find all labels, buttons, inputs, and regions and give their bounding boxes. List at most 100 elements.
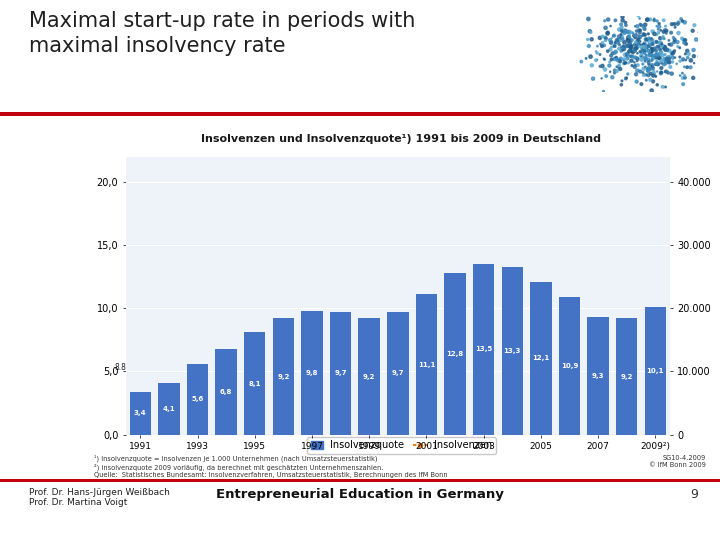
Point [618,43,629,51]
Point [650,53,662,62]
Point [622,70,634,78]
Point [659,55,670,64]
Point [649,15,660,23]
Text: 9,3: 9,3 [592,373,604,379]
Point [606,37,617,46]
Bar [330,312,351,435]
Point [619,50,631,59]
Point [650,46,662,55]
Point [672,38,683,46]
Point [652,51,664,59]
Point [619,26,631,35]
Point [608,40,620,49]
Point [680,39,692,48]
Point [620,74,631,83]
Point [584,27,595,36]
Point [656,39,667,48]
Point [682,53,693,62]
Point [652,50,663,58]
Point [659,55,670,63]
Point [625,36,636,45]
Point [644,64,655,73]
Point [674,43,685,52]
Point [669,46,680,55]
Point [657,32,669,40]
Point [637,47,649,56]
Point [634,32,645,40]
Point [605,22,616,30]
Point [606,38,617,47]
Point [656,69,667,77]
Point [679,73,690,82]
Point [640,71,652,79]
Point [600,36,612,45]
Point [629,63,640,71]
Point [623,55,634,63]
Point [670,23,681,31]
Point [626,52,637,60]
Point [658,42,670,51]
Point [640,55,652,63]
Point [638,40,649,49]
Point [616,80,627,89]
Point [626,52,638,61]
Point [669,19,680,28]
Text: 6,8: 6,8 [220,389,233,395]
Point [644,38,655,46]
Point [618,41,629,50]
Text: 32.687: 32.687 [642,212,669,221]
Point [640,47,652,56]
Point [615,30,626,39]
Point [592,42,603,50]
Point [639,24,650,32]
Point [665,40,677,49]
Point [654,34,666,43]
Point [611,38,622,46]
Point [624,39,636,48]
Point [654,45,666,54]
Point [630,38,642,46]
Point [688,21,700,30]
Point [624,46,635,55]
Point [634,28,646,37]
Point [656,56,667,65]
Point [685,63,696,72]
Point [590,56,602,65]
Point [663,40,675,49]
Point [664,54,675,63]
Point [613,32,625,41]
Point [647,77,659,86]
Text: 26.476: 26.476 [384,274,411,282]
Point [582,35,593,44]
Point [624,46,635,55]
Point [647,52,658,60]
Point [621,35,633,44]
Point [657,44,669,53]
Point [602,28,613,37]
Point [658,16,670,25]
Point [661,55,672,63]
Point [591,56,603,64]
Point [634,33,645,42]
Point [582,15,594,23]
Point [629,46,641,55]
Point [634,26,646,35]
Point [606,73,618,82]
Point [600,33,611,42]
Point [665,63,676,71]
Point [641,51,652,60]
Point [616,20,627,29]
Point [599,65,611,74]
Point [644,62,656,71]
Point [644,34,655,43]
Text: 29.160: 29.160 [569,234,595,244]
Point [613,63,624,71]
Point [631,27,642,36]
Point [624,29,635,37]
Point [660,57,671,65]
Point [617,12,629,21]
Text: 9,7: 9,7 [334,370,347,376]
Point [677,69,688,77]
Point [694,52,706,60]
Point [649,44,660,53]
